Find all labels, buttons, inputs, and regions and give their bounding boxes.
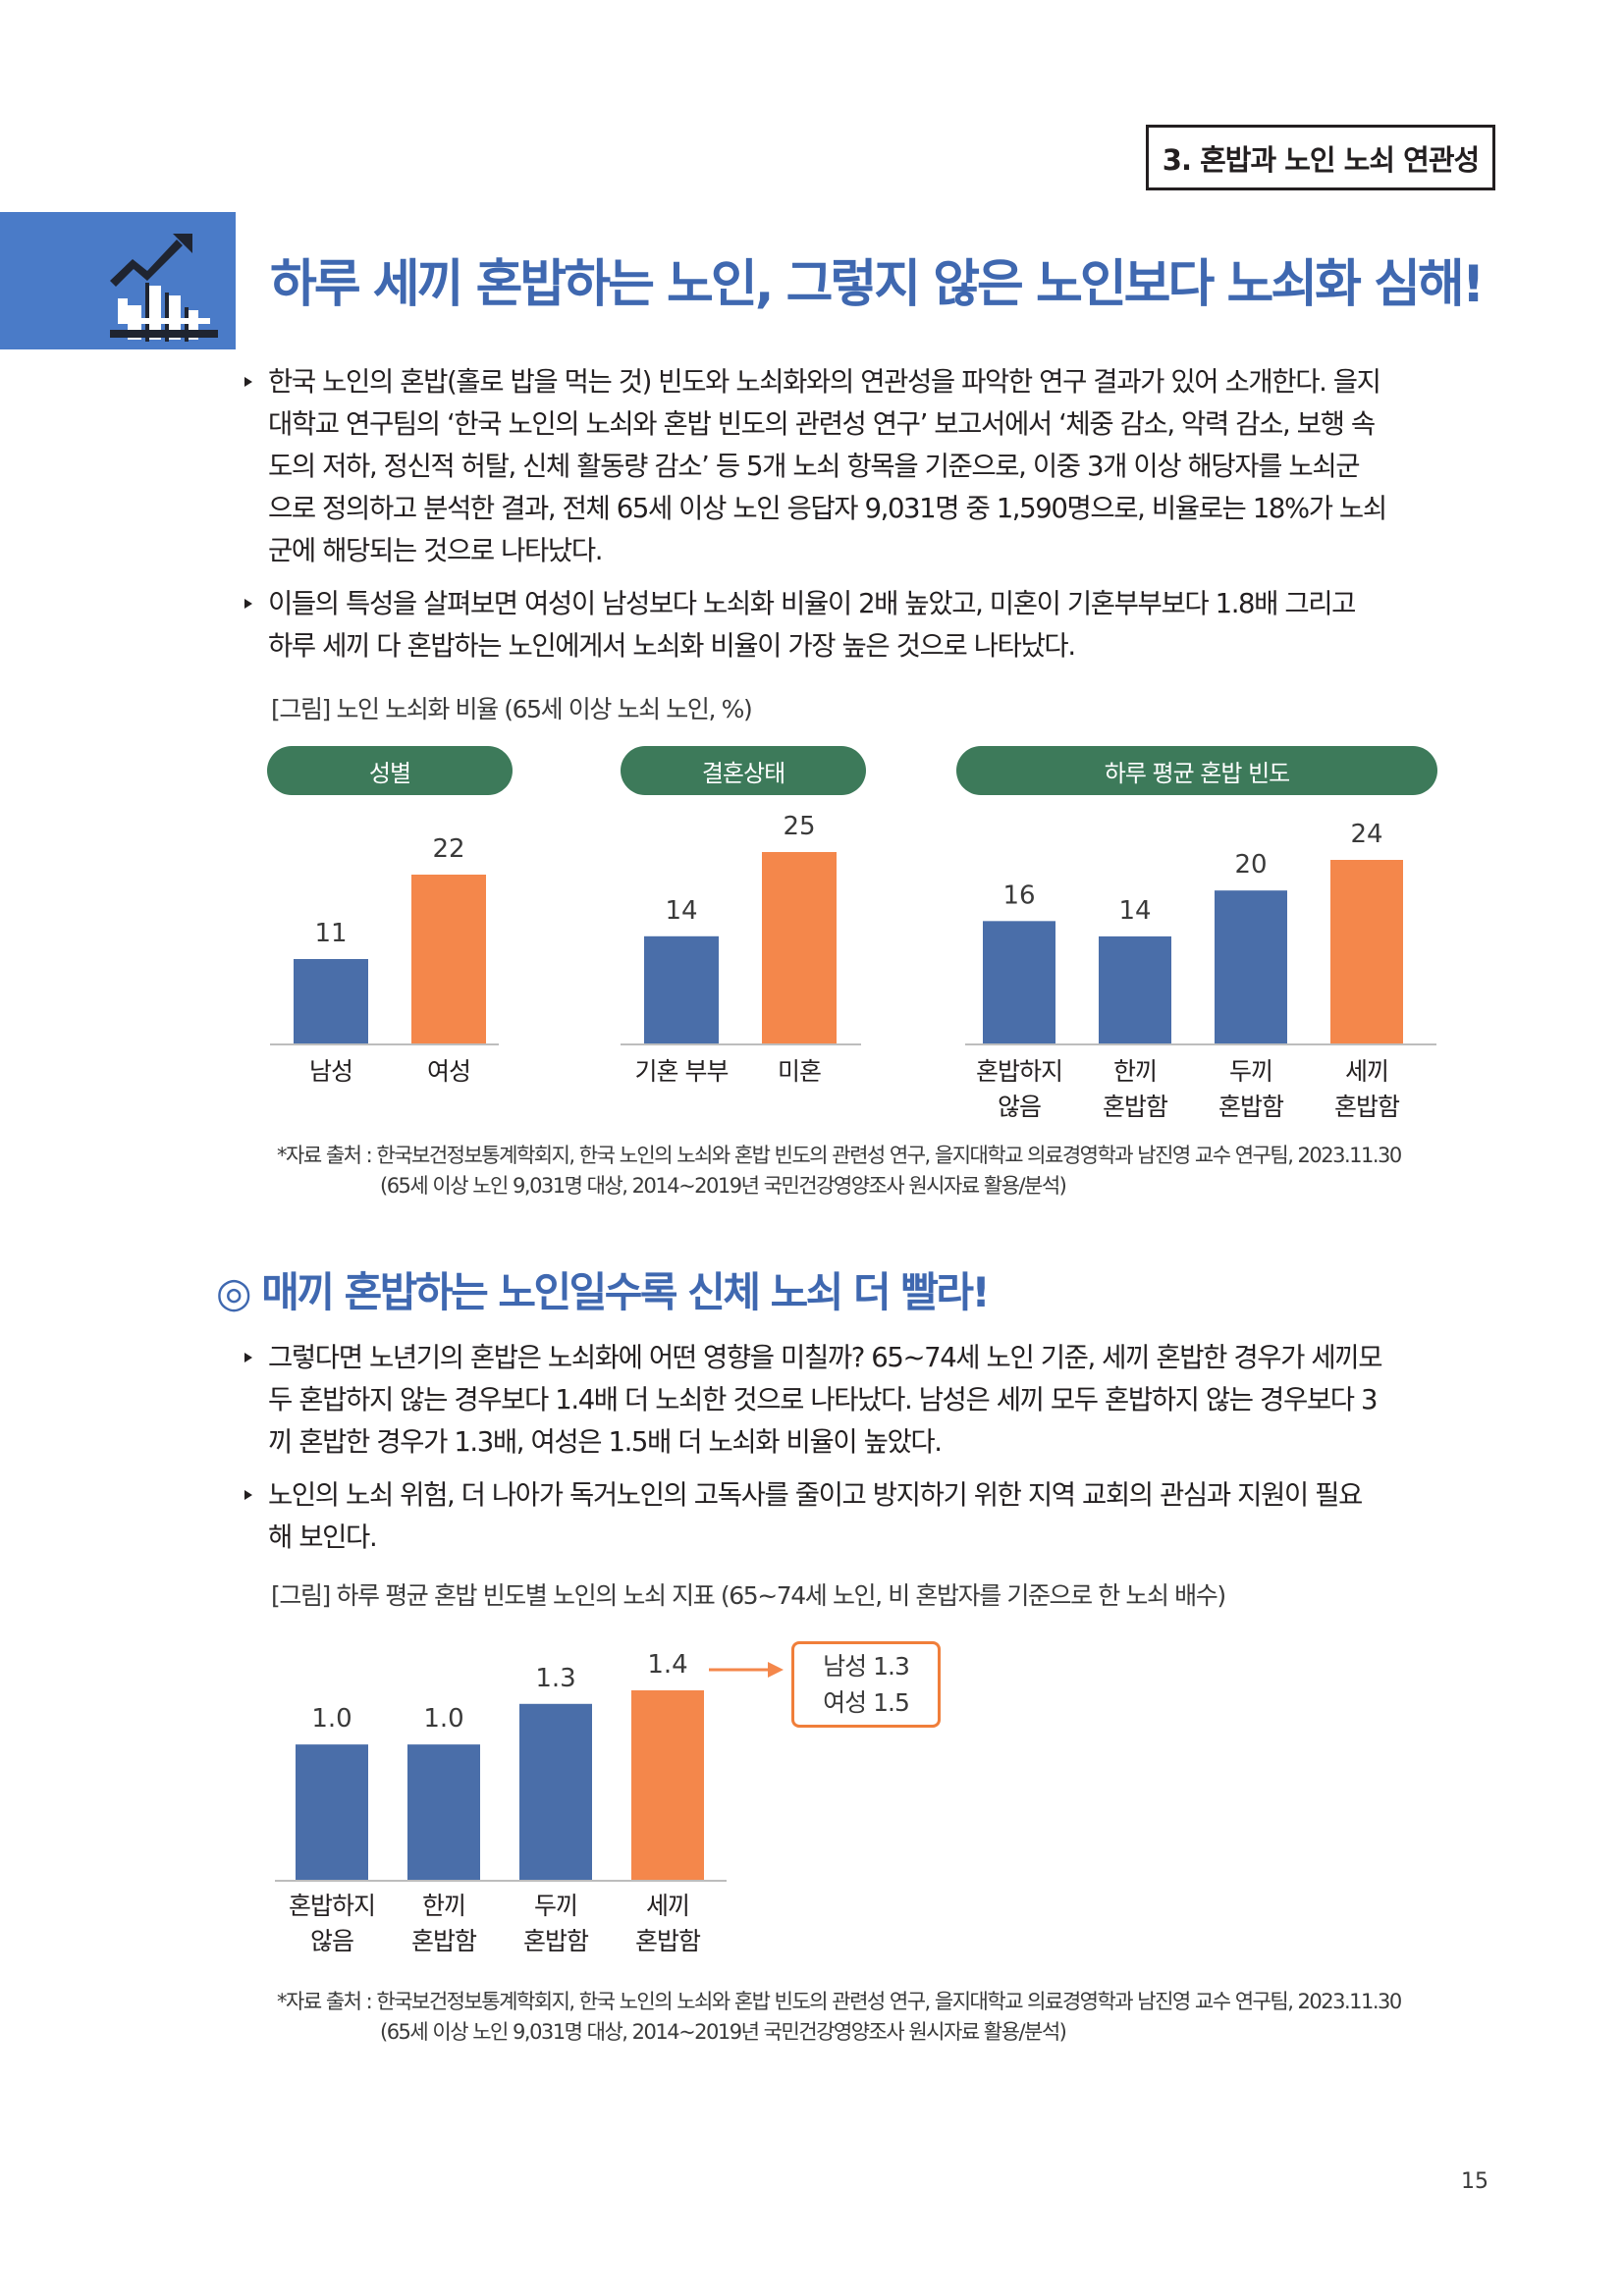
data-label: 14	[1118, 896, 1151, 926]
paragraph-line: 해 보인다.	[268, 1522, 378, 1553]
bar	[644, 935, 719, 1043]
source-line: *자료 출처 : 한국보건정보통계학회지, 한국 노인의 노쇠와 혼밥 빈도의 …	[277, 1144, 1402, 1167]
category-label: 세끼	[1345, 1057, 1388, 1086]
category-label: 남성	[309, 1057, 352, 1086]
bar	[631, 1690, 704, 1880]
chart-podium-icon	[110, 234, 218, 342]
gender-callout: 남성 1.3 여성 1.5	[791, 1641, 941, 1728]
source-line: (65세 이상 노인 9,031명 대상, 2014~2019년 국민건강영양조…	[380, 2020, 1067, 2044]
paragraph-2: 이들의 특성을 살펴보면 여성이 남성보다 노쇠화 비율이 2배 높았고, 미혼…	[268, 583, 1486, 667]
bar	[983, 921, 1055, 1043]
data-label: 1.3	[535, 1664, 575, 1693]
category-label: 두끼	[534, 1892, 577, 1920]
data-label: 1.4	[647, 1650, 687, 1680]
category-label: 한끼	[422, 1892, 465, 1920]
category-label: 기혼 부부	[635, 1057, 729, 1086]
category-label: 세끼	[646, 1892, 689, 1920]
group-pill-gender: 성별	[267, 746, 513, 795]
bullet-marker	[244, 1353, 252, 1362]
category-label: 혼밥함	[1334, 1093, 1400, 1121]
figure-caption-1: [그림] 노인 노쇠화 비율 (65세 이상 노쇠 노인, %)	[271, 695, 753, 723]
headline: 하루 세끼 혼밥하는 노인, 그렇지 않은 노인보다 노쇠화 심해!	[270, 255, 1485, 314]
paragraph-line: 군에 해당되는 것으로 나타났다.	[268, 535, 603, 566]
paragraph-1: 한국 노인의 혼밥(홀로 밥을 먹는 것) 빈도와 노쇠화와의 연관성을 파악한…	[268, 361, 1486, 572]
category-label: 혼밥함	[1218, 1093, 1284, 1121]
category-label: 혼밥함	[411, 1927, 477, 1955]
paragraph-line: 그렇다면 노년기의 혼밥은 노쇠화에 어떤 영향을 미칠까? 65~74세 노인…	[268, 1342, 1383, 1373]
bullet-marker	[244, 1490, 252, 1500]
callout-line: 남성 1.3	[823, 1652, 910, 1681]
section-tag: 3. 혼밥과 노인 노쇠 연관성	[1146, 125, 1495, 190]
data-label: 16	[1002, 881, 1035, 910]
paragraph-line: 끼 혼밥한 경우가 1.3배, 여성은 1.5배 더 노쇠화 비율이 높았다.	[268, 1426, 943, 1458]
group-pill-marital: 결혼상태	[621, 746, 866, 795]
bar	[762, 852, 837, 1043]
data-label: 22	[432, 834, 464, 864]
group-pill-frequency: 하루 평균 혼밥 빈도	[956, 746, 1437, 795]
paragraph-4: 노인의 노쇠 위험, 더 나아가 독거노인의 고독사를 줄이고 방지하기 위한 …	[268, 1474, 1486, 1559]
category-label: 여성	[427, 1057, 470, 1086]
category-label: 미혼	[778, 1057, 821, 1086]
category-label: 혼밥함	[523, 1927, 589, 1955]
bar	[296, 1744, 368, 1880]
paragraph-3: 그렇다면 노년기의 혼밥은 노쇠화에 어떤 영향을 미칠까? 65~74세 노인…	[268, 1337, 1486, 1464]
bar	[294, 959, 368, 1043]
paragraph-line: 이들의 특성을 살펴보면 여성이 남성보다 노쇠화 비율이 2배 높았고, 미혼…	[268, 588, 1356, 619]
paragraph-line: 대학교 연구팀의 ‘한국 노인의 노쇠와 혼밥 빈도의 관련성 연구’ 보고서에…	[268, 408, 1376, 440]
data-label: 25	[783, 812, 815, 841]
bar	[519, 1703, 592, 1880]
hero-icon-box	[0, 212, 236, 349]
data-label: 24	[1350, 820, 1382, 849]
category-label: 한끼	[1113, 1057, 1157, 1086]
data-label: 11	[314, 919, 347, 948]
data-label: 1.0	[311, 1704, 352, 1734]
bar	[1215, 890, 1287, 1043]
paragraph-line: 한국 노인의 혼밥(홀로 밥을 먹는 것) 빈도와 노쇠화와의 연관성을 파악한…	[268, 366, 1381, 398]
bar	[411, 875, 486, 1043]
category-label: 혼밥하지	[289, 1892, 375, 1920]
arrow-right-icon	[768, 1662, 784, 1678]
category-label: 않음	[310, 1927, 353, 1955]
paragraph-line: 으로 정의하고 분석한 결과, 전체 65세 이상 노인 응답자 9,031명 …	[268, 493, 1387, 524]
category-label: 두끼	[1229, 1057, 1272, 1086]
paragraph-line: 하루 세끼 다 혼밥하는 노인에게서 노쇠화 비율이 가장 높은 것으로 나타났…	[268, 630, 1076, 662]
category-label: 혼밥하지	[976, 1057, 1062, 1086]
source-line: (65세 이상 노인 9,031명 대상, 2014~2019년 국민건강영양조…	[380, 1174, 1067, 1198]
paragraph-line: 도의 저하, 정신적 허탈, 신체 활동량 감소’ 등 5개 노쇠 항목을 기준…	[268, 451, 1361, 482]
bullet-marker	[244, 377, 252, 387]
source-line: *자료 출처 : 한국보건정보통계학회지, 한국 노인의 노쇠와 혼밥 빈도의 …	[277, 1990, 1402, 2013]
bar	[407, 1744, 480, 1880]
data-label: 14	[665, 896, 697, 926]
bullet-marker	[244, 599, 252, 609]
data-label: 20	[1234, 850, 1267, 880]
source-note-1: *자료 출처 : 한국보건정보통계학회지, 한국 노인의 노쇠와 혼밥 빈도의 …	[277, 1141, 1402, 1201]
category-label: 혼밥함	[635, 1927, 701, 1955]
page-number: 15	[1461, 2169, 1488, 2194]
data-label: 1.0	[423, 1704, 463, 1734]
category-label: 혼밥함	[1103, 1093, 1168, 1121]
callout-line: 여성 1.5	[823, 1688, 910, 1717]
source-note-2: *자료 출처 : 한국보건정보통계학회지, 한국 노인의 노쇠와 혼밥 빈도의 …	[277, 1987, 1402, 2048]
figure-caption-2: [그림] 하루 평균 혼밥 빈도별 노인의 노쇠 지표 (65~74세 노인, …	[271, 1581, 1226, 1610]
bar	[1330, 860, 1403, 1043]
section-subhead: ◎ 매끼 혼밥하는 노인일수록 신체 노쇠 더 빨라!	[216, 1268, 991, 1316]
category-label: 않음	[998, 1093, 1041, 1121]
paragraph-line: 두 혼밥하지 않는 경우보다 1.4배 더 노쇠한 것으로 나타났다. 남성은 …	[268, 1384, 1378, 1415]
paragraph-line: 노인의 노쇠 위험, 더 나아가 독거노인의 고독사를 줄이고 방지하기 위한 …	[268, 1479, 1363, 1511]
bar	[1099, 935, 1171, 1043]
